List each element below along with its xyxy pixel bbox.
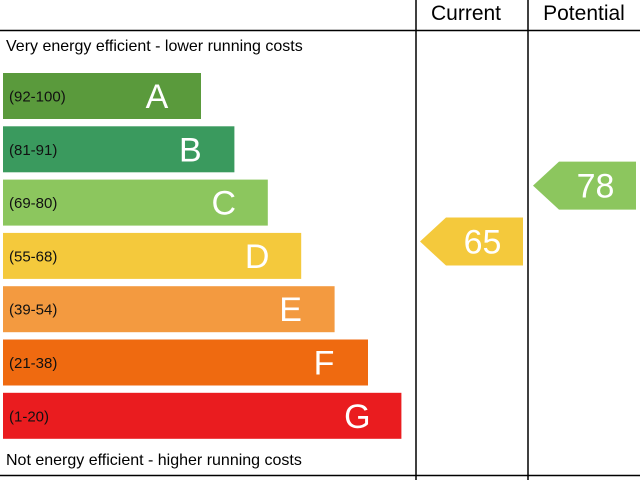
band-bar-d [3, 232, 302, 279]
band-range-f: (21-38) [9, 355, 57, 372]
band-letter-f: F [314, 345, 335, 383]
band-e: (39-54) E [3, 286, 335, 333]
band-letter-a: A [146, 78, 169, 116]
band-letter-b: B [179, 131, 202, 169]
band-bar-b [3, 126, 235, 173]
band-range-a: (92-100) [9, 89, 66, 106]
band-d: (55-68) D [3, 232, 302, 279]
band-bar-g [3, 392, 402, 439]
band-range-e: (39-54) [9, 302, 57, 319]
band-bar-a [3, 73, 201, 119]
current-arrow-shape [420, 217, 523, 266]
band-bar-e [3, 286, 335, 333]
header-current: Current [431, 2, 501, 25]
band-bar-c [3, 179, 268, 226]
potential-rating-arrow: 78 [533, 161, 636, 210]
rating-bands: (92-100) A (81-91) B (69-80) C (55-68) D (39-54)… [3, 73, 402, 439]
band-c: (69-80) C [3, 179, 268, 226]
band-f: (21-38) F [3, 339, 368, 386]
header-potential: Potential [543, 2, 625, 25]
band-b: (81-91) B [3, 126, 235, 173]
band-g: (1-20) G [3, 392, 402, 439]
potential-arrow-shape [533, 161, 636, 210]
current-rating-value: 65 [464, 224, 502, 262]
caption-top: Very energy efficient - lower running co… [6, 38, 303, 55]
potential-rating-value: 78 [577, 168, 615, 206]
current-rating-arrow: 65 [420, 217, 523, 266]
band-a: (92-100) A [3, 73, 201, 119]
band-letter-c: C [212, 185, 237, 223]
band-letter-e: E [279, 291, 302, 329]
band-range-c: (69-80) [9, 195, 57, 212]
band-bar-f [3, 339, 368, 386]
caption-bottom: Not energy efficient - higher running co… [6, 452, 302, 469]
band-range-b: (81-91) [9, 142, 57, 159]
band-letter-d: D [245, 238, 270, 276]
band-range-g: (1-20) [9, 408, 49, 425]
band-range-d: (55-68) [9, 248, 57, 265]
rating-arrows: 65 78 [420, 161, 636, 266]
band-letter-g: G [344, 398, 370, 436]
